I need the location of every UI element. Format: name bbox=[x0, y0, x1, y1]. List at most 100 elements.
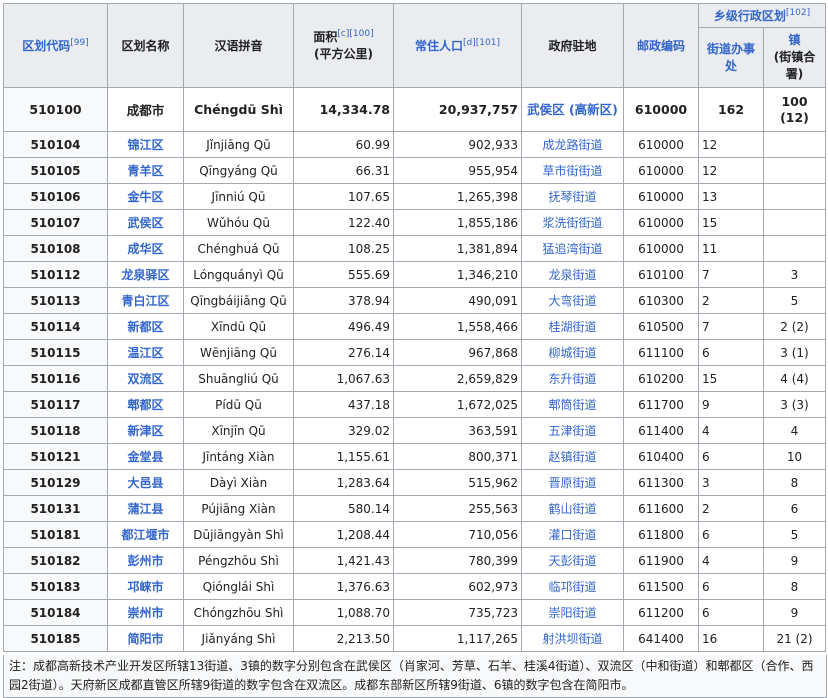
district-area: 496.49 bbox=[293, 313, 394, 340]
district-seat-link[interactable]: 东升街道 bbox=[521, 365, 624, 392]
district-subdistricts: 9 bbox=[698, 391, 764, 418]
district-pinyin: Jīnniú Qū bbox=[183, 183, 294, 210]
district-pinyin: Lóngquányì Qū bbox=[183, 261, 294, 288]
district-postcode: 611800 bbox=[623, 521, 699, 548]
table-row: 510131 蒲江县 Pújiāng Xiàn 580.14 255,563 鹤山街道 61… bbox=[3, 495, 826, 522]
district-code: 510104 bbox=[3, 131, 108, 158]
district-towns: 21 (2) bbox=[763, 625, 826, 652]
district-postcode: 610000 bbox=[623, 235, 699, 262]
district-name-link[interactable]: 金堂县 bbox=[107, 443, 184, 470]
table-row: 510108 成华区 Chénghuá Qū 108.25 1,381,894 猛追湾街道… bbox=[3, 235, 826, 262]
district-name-link[interactable]: 蒲江县 bbox=[107, 495, 184, 522]
district-seat-link[interactable]: 龙泉街道 bbox=[521, 261, 624, 288]
district-seat-link[interactable]: 柳城街道 bbox=[521, 339, 624, 366]
district-code: 510185 bbox=[3, 625, 108, 652]
district-population: 1,855,186 bbox=[393, 209, 522, 236]
district-postcode: 610200 bbox=[623, 365, 699, 392]
table-row: 510112 龙泉驿区 Lóngquányì Qū 555.69 1,346,210 龙泉… bbox=[3, 261, 826, 288]
district-name-link[interactable]: 龙泉驿区 bbox=[107, 261, 184, 288]
header-name: 区划名称 bbox=[107, 3, 184, 88]
district-code: 510182 bbox=[3, 547, 108, 574]
district-subdistricts: 11 bbox=[698, 235, 764, 262]
district-population: 800,371 bbox=[393, 443, 522, 470]
district-towns: 8 bbox=[763, 573, 826, 600]
header-township-group[interactable]: 乡级行政区划[102] bbox=[698, 3, 826, 28]
district-name-link[interactable]: 双流区 bbox=[107, 365, 184, 392]
district-name-link[interactable]: 青羊区 bbox=[107, 157, 184, 184]
district-postcode: 611200 bbox=[623, 599, 699, 626]
district-name-link[interactable]: 郫都区 bbox=[107, 391, 184, 418]
district-seat-link[interactable]: 晋原街道 bbox=[521, 469, 624, 496]
district-area: 1,208.44 bbox=[293, 521, 394, 548]
district-postcode: 610400 bbox=[623, 443, 699, 470]
district-name-link[interactable]: 邛崃市 bbox=[107, 573, 184, 600]
district-name-link[interactable]: 锦江区 bbox=[107, 131, 184, 158]
district-code: 510118 bbox=[3, 417, 108, 444]
district-name-link[interactable]: 简阳市 bbox=[107, 625, 184, 652]
district-name-link[interactable]: 都江堰市 bbox=[107, 521, 184, 548]
district-postcode: 610100 bbox=[623, 261, 699, 288]
district-subdistricts: 6 bbox=[698, 521, 764, 548]
district-seat-link[interactable]: 猛追湾街道 bbox=[521, 235, 624, 262]
district-postcode: 610300 bbox=[623, 287, 699, 314]
district-population: 602,973 bbox=[393, 573, 522, 600]
district-seat-link[interactable]: 赵镇街道 bbox=[521, 443, 624, 470]
district-pinyin: Chóngzhōu Shì bbox=[183, 599, 294, 626]
district-towns: 5 bbox=[763, 521, 826, 548]
district-pinyin: Jiǎnyáng Shì bbox=[183, 625, 294, 652]
district-code: 510181 bbox=[3, 521, 108, 548]
district-name-link[interactable]: 金牛区 bbox=[107, 183, 184, 210]
district-seat-link[interactable]: 抚琴街道 bbox=[521, 183, 624, 210]
header-subdistrict[interactable]: 街道办事处 bbox=[698, 27, 764, 88]
district-seat-link[interactable]: 桂湖街道 bbox=[521, 313, 624, 340]
district-area: 108.25 bbox=[293, 235, 394, 262]
district-code: 510107 bbox=[3, 209, 108, 236]
district-population: 1,117,265 bbox=[393, 625, 522, 652]
district-population: 955,954 bbox=[393, 157, 522, 184]
district-seat-link[interactable]: 大弯街道 bbox=[521, 287, 624, 314]
district-postcode: 611500 bbox=[623, 573, 699, 600]
district-seat-link[interactable]: 崇阳街道 bbox=[521, 599, 624, 626]
district-seat-link[interactable]: 灌口街道 bbox=[521, 521, 624, 548]
district-seat-link[interactable]: 天彭街道 bbox=[521, 547, 624, 574]
district-postcode: 611600 bbox=[623, 495, 699, 522]
table-row: 510129 大邑县 Dàyì Xiàn 1,283.64 515,962 晋原街道 611… bbox=[3, 469, 826, 496]
district-pinyin: Xīnjīn Qū bbox=[183, 417, 294, 444]
district-name-link[interactable]: 新都区 bbox=[107, 313, 184, 340]
district-postcode: 611100 bbox=[623, 339, 699, 366]
district-area: 378.94 bbox=[293, 287, 394, 314]
district-name-link[interactable]: 彭州市 bbox=[107, 547, 184, 574]
district-name-link[interactable]: 武侯区 bbox=[107, 209, 184, 236]
district-subdistricts: 12 bbox=[698, 131, 764, 158]
district-postcode: 611400 bbox=[623, 417, 699, 444]
header-postcode[interactable]: 邮政编码 bbox=[623, 3, 699, 88]
district-seat-link[interactable]: 郫筒街道 bbox=[521, 391, 624, 418]
district-seat-link[interactable]: 浆洗街街道 bbox=[521, 209, 624, 236]
district-seat-link[interactable]: 成龙路街道 bbox=[521, 131, 624, 158]
district-name-link[interactable]: 新津区 bbox=[107, 417, 184, 444]
header-pinyin: 汉语拼音 bbox=[183, 3, 294, 88]
district-seat-link[interactable]: 草市街街道 bbox=[521, 157, 624, 184]
table-row: 510181 都江堰市 Dūjiāngyàn Shì 1,208.44 710,056 灌… bbox=[3, 521, 826, 548]
city-towns: 100 (12) bbox=[763, 87, 826, 132]
district-area: 60.99 bbox=[293, 131, 394, 158]
district-pinyin: Dūjiāngyàn Shì bbox=[183, 521, 294, 548]
district-name-link[interactable]: 大邑县 bbox=[107, 469, 184, 496]
district-seat-link[interactable]: 五津街道 bbox=[521, 417, 624, 444]
district-name-link[interactable]: 成华区 bbox=[107, 235, 184, 262]
district-population: 1,265,398 bbox=[393, 183, 522, 210]
district-seat-link[interactable]: 临邛街道 bbox=[521, 573, 624, 600]
city-seat-link[interactable]: 武侯区 (高新区) bbox=[521, 87, 624, 132]
city-code: 510100 bbox=[3, 87, 108, 132]
district-name-link[interactable]: 温江区 bbox=[107, 339, 184, 366]
header-population[interactable]: 常住人口[d][101] bbox=[393, 3, 522, 88]
district-seat-link[interactable]: 鹤山街道 bbox=[521, 495, 624, 522]
table-row: 510104 锦江区 Jǐnjiāng Qū 60.99 902,933 成龙路街道 610… bbox=[3, 131, 826, 158]
district-seat-link[interactable]: 射洪坝街道 bbox=[521, 625, 624, 652]
header-code[interactable]: 区划代码[99] bbox=[3, 3, 108, 88]
district-pinyin: Jǐnjiāng Qū bbox=[183, 131, 294, 158]
district-name-link[interactable]: 崇州市 bbox=[107, 599, 184, 626]
district-name-link[interactable]: 青白江区 bbox=[107, 287, 184, 314]
district-towns: 3 (3) bbox=[763, 391, 826, 418]
district-towns: 9 bbox=[763, 547, 826, 574]
